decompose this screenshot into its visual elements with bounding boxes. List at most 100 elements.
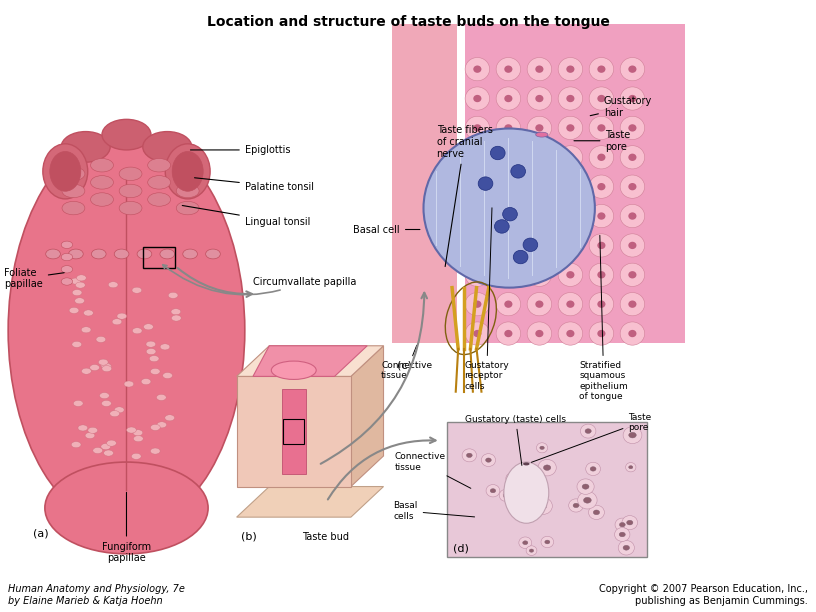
Ellipse shape [499,489,512,501]
Polygon shape [237,487,384,517]
Ellipse shape [504,271,512,278]
Ellipse shape [622,515,637,529]
Ellipse shape [101,400,111,406]
Text: Circumvallate papilla: Circumvallate papilla [162,265,357,295]
Ellipse shape [597,124,605,132]
Ellipse shape [626,463,636,472]
Ellipse shape [172,152,203,192]
Ellipse shape [101,362,111,368]
Ellipse shape [628,65,636,73]
Ellipse shape [503,493,508,498]
Ellipse shape [566,271,574,278]
Ellipse shape [61,253,73,261]
Ellipse shape [496,146,521,169]
Ellipse shape [566,95,574,102]
Ellipse shape [176,184,199,198]
Text: (b): (b) [241,532,256,542]
Ellipse shape [82,368,91,374]
Ellipse shape [112,319,122,325]
Ellipse shape [465,263,490,286]
Text: (d): (d) [453,544,468,554]
Ellipse shape [580,424,596,438]
Ellipse shape [77,275,86,281]
Ellipse shape [150,424,160,430]
Ellipse shape [620,175,645,198]
Ellipse shape [589,293,614,316]
Ellipse shape [107,440,117,446]
Ellipse shape [465,87,490,110]
Ellipse shape [628,154,636,161]
Ellipse shape [504,154,512,161]
Ellipse shape [619,540,634,555]
Ellipse shape [597,65,605,73]
Ellipse shape [527,146,552,169]
Ellipse shape [462,449,477,462]
Ellipse shape [160,344,170,350]
Bar [237,376,351,487]
Ellipse shape [504,65,512,73]
Ellipse shape [102,364,112,370]
Ellipse shape [577,479,594,494]
Ellipse shape [465,146,490,169]
Ellipse shape [75,282,85,288]
Ellipse shape [162,373,172,379]
Ellipse shape [558,146,583,169]
Ellipse shape [146,348,156,354]
Ellipse shape [597,330,605,337]
Ellipse shape [539,503,547,509]
Ellipse shape [523,541,528,545]
Ellipse shape [558,87,583,110]
Ellipse shape [72,289,82,296]
Ellipse shape [171,308,181,315]
Ellipse shape [589,322,614,345]
Ellipse shape [69,307,79,313]
Ellipse shape [558,175,583,198]
Ellipse shape [134,436,144,442]
Ellipse shape [465,116,490,140]
Polygon shape [351,346,384,487]
Ellipse shape [535,330,543,337]
Text: (c): (c) [397,360,412,370]
Ellipse shape [511,165,526,178]
Ellipse shape [589,204,614,228]
Text: Taste
pore: Taste pore [574,130,631,152]
Ellipse shape [132,327,142,334]
Ellipse shape [144,324,153,330]
Ellipse shape [628,330,636,337]
Ellipse shape [620,293,645,316]
Ellipse shape [536,442,548,453]
Ellipse shape [566,242,574,249]
Ellipse shape [465,293,490,316]
Ellipse shape [496,204,521,228]
Ellipse shape [61,278,73,285]
Text: Copyright © 2007 Pearson Education, Inc.,
publishing as Benjamin Cummings.: Copyright © 2007 Pearson Education, Inc.… [599,584,808,606]
Ellipse shape [143,132,192,162]
Ellipse shape [109,282,118,288]
Text: Gustatory
receptor
cells: Gustatory receptor cells [464,208,509,391]
Ellipse shape [527,87,552,110]
Ellipse shape [597,300,605,308]
Ellipse shape [496,175,521,198]
Ellipse shape [126,427,136,433]
Ellipse shape [569,499,583,512]
Ellipse shape [628,124,636,132]
Ellipse shape [150,368,160,375]
Ellipse shape [535,65,543,73]
Ellipse shape [628,183,636,190]
Ellipse shape [85,433,95,439]
Ellipse shape [91,159,113,172]
Ellipse shape [473,242,481,249]
Ellipse shape [540,446,544,449]
Ellipse shape [623,427,642,444]
Ellipse shape [597,212,605,220]
Ellipse shape [473,65,481,73]
Ellipse shape [473,271,481,278]
Ellipse shape [558,116,583,140]
Text: Gustatory (taste) cells: Gustatory (taste) cells [465,415,566,466]
Text: Palatine tonsil: Palatine tonsil [194,177,314,192]
Ellipse shape [45,462,208,554]
Ellipse shape [620,87,645,110]
Ellipse shape [589,87,614,110]
Ellipse shape [589,175,614,198]
Ellipse shape [46,249,60,259]
